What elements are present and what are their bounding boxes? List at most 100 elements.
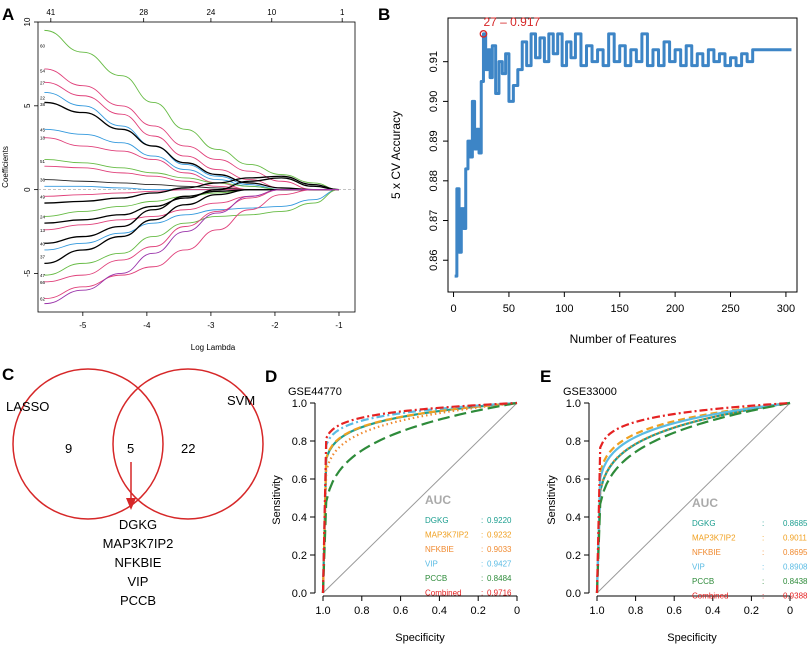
svm-x-tick-label: 150 xyxy=(611,303,629,315)
svm-y-tick-label: 0.90 xyxy=(428,91,440,112)
roc-e-y-tick-label: 0.8 xyxy=(566,436,581,448)
svm-y-tick-label: 0.91 xyxy=(428,51,440,72)
svm-x-axis-label: Number of Features xyxy=(570,332,677,346)
lasso-x-tick-label: -5 xyxy=(79,321,87,330)
roc-gse33000: GSE33000 Sensitivity Specificity 1.0 0.8 0… xyxy=(546,386,808,644)
lasso-top-tick-label: 1 xyxy=(340,8,345,17)
roc-e-legend-auc: 0.9388 xyxy=(783,592,808,601)
roc-d-title: GSE44770 xyxy=(288,386,342,398)
roc-e-title: GSE33000 xyxy=(563,386,617,398)
svm-y-tick-label: 0.87 xyxy=(428,210,440,231)
lasso-coef-index-label: 24 xyxy=(40,214,46,219)
roc-e-legend-name: MAP3K7IP2 xyxy=(692,534,736,543)
lasso-coef-index-label: 54 xyxy=(40,69,46,74)
lasso-coef-index-label: 27 xyxy=(40,80,46,85)
lasso-coefficient-path xyxy=(44,189,340,276)
roc-d-y-tick-label: 0.2 xyxy=(292,550,307,562)
lasso-coefficient-path xyxy=(44,29,339,191)
lasso-coef-index-label: 47 xyxy=(40,273,46,278)
roc-e-y-tick-label: 0.4 xyxy=(566,512,581,524)
roc-d-chance-diagonal xyxy=(322,402,518,594)
venn-arrow-head xyxy=(126,498,136,510)
svm-plot-frame xyxy=(447,17,798,293)
lasso-coef-index-label: 51 xyxy=(40,159,46,164)
roc-e-legend-auc: 0.8695 xyxy=(783,548,808,557)
roc-e-legend-name: DGKG xyxy=(692,519,716,528)
lasso-x-tick-label: -2 xyxy=(271,321,279,330)
lasso-coef-index-label: 40 xyxy=(40,241,46,246)
svm-x-tick-label: 200 xyxy=(666,303,684,315)
roc-e-legend-sep: : xyxy=(762,548,764,557)
roc-e-legend-auc: 0.8438 xyxy=(783,577,808,586)
lasso-coefficient-path xyxy=(44,91,339,191)
roc-d-x-tick-label: 1.0 xyxy=(315,605,330,617)
lasso-top-tick-label: 10 xyxy=(267,8,276,17)
lasso-coef-index-label: 36 xyxy=(40,178,46,183)
roc-d-x-tick-label: 0 xyxy=(514,605,520,617)
roc-e-x-axis-label: Specificity xyxy=(667,632,717,644)
roc-e-roc-curve xyxy=(595,401,791,594)
svm-y-tick-label: 0.88 xyxy=(428,170,440,191)
svm-x-tick-label: 100 xyxy=(555,303,573,315)
roc-e-legend-sep: : xyxy=(762,519,764,528)
roc-d-legend-auc: 0.9033 xyxy=(487,545,512,554)
roc-d-legend-name: VIP xyxy=(425,560,438,569)
lasso-coef-index-label: 45 xyxy=(40,127,46,132)
venn-svm-circle xyxy=(112,368,264,520)
lasso-x-tick-label: -3 xyxy=(207,321,215,330)
roc-e-legend-auc: 0.9011 xyxy=(783,534,807,543)
lasso-coefficient-path xyxy=(44,68,339,191)
lasso-coef-index-label: 38 xyxy=(40,102,46,107)
roc-d-legend-auc: 0.9220 xyxy=(487,516,512,525)
roc-e-x-tick-label: 0 xyxy=(787,605,793,617)
roc-d-legend-sep: : xyxy=(481,516,483,525)
lasso-coef-index-label: 62 xyxy=(40,297,46,302)
roc-d-roc-curve xyxy=(321,401,518,594)
roc-e-legend-auc: 0.8908 xyxy=(783,563,808,572)
panel-letter-c: C xyxy=(2,365,14,384)
lasso-plot-frame xyxy=(37,21,356,313)
lasso-coefficient-path xyxy=(44,189,339,300)
panel-letter-b: B xyxy=(378,5,390,24)
svm-y-tick-label: 0.89 xyxy=(428,130,440,151)
panel-letter-e: E xyxy=(540,367,551,386)
gene-vip: VIP xyxy=(128,574,149,589)
panel-letter-a: A xyxy=(2,5,14,24)
roc-d-y-tick-label: 0.0 xyxy=(292,588,307,600)
roc-d-x-tick-label: 0.4 xyxy=(432,605,447,617)
lasso-coef-index-label: 66 xyxy=(40,280,46,285)
roc-e-legend-sep: : xyxy=(762,563,764,572)
roc-e-roc-curve xyxy=(595,401,791,594)
roc-d-x-tick-label: 0.6 xyxy=(393,605,408,617)
roc-d-y-axis-label: Sensitivity xyxy=(271,475,283,525)
roc-gse44770: GSE44770 Sensitivity Specificity 1.0 0.8 0… xyxy=(271,386,520,644)
lasso-coefficient-path xyxy=(44,189,339,251)
svm-accuracy-line xyxy=(454,32,792,278)
roc-e-legend-name: Combined xyxy=(692,592,728,601)
svm-x-tick-label: 50 xyxy=(503,303,515,315)
lasso-coef-index-label: 37 xyxy=(40,255,46,260)
roc-e-x-tick-label: 0.6 xyxy=(667,605,682,617)
panel-letter-d: D xyxy=(265,367,277,386)
roc-e-legend-sep: : xyxy=(762,577,764,586)
roc-e-legend-auc: 0.8685 xyxy=(783,519,808,528)
roc-e-x-tick-label: 0.4 xyxy=(705,605,720,617)
venn-svm-count: 22 xyxy=(181,441,195,456)
venn-svm-label: SVM xyxy=(227,393,255,408)
roc-e-legend-name: VIP xyxy=(692,563,705,572)
roc-d-legend-sep: : xyxy=(481,545,483,554)
svm-y-axis-label: 5 x CV Accuracy xyxy=(389,111,403,199)
lasso-coef-index-label: 60 xyxy=(40,43,46,48)
gene-nfkbie: NFKBIE xyxy=(115,555,162,570)
roc-d-legend-name: Combined xyxy=(425,589,461,598)
roc-d-roc-curve xyxy=(321,401,518,594)
venn-overlap-count: 5 xyxy=(127,441,134,456)
roc-d-legend-auc: 0.8484 xyxy=(487,574,512,583)
roc-e-x-tick-label: 0.2 xyxy=(744,605,759,617)
lasso-y-tick-label: 5 xyxy=(23,103,32,108)
roc-d-legend-sep: : xyxy=(481,531,483,540)
roc-d-y-tick-label: 0.8 xyxy=(292,436,307,448)
lasso-y-tick-label: 10 xyxy=(23,17,32,26)
lasso-coefficient-path xyxy=(44,175,339,204)
